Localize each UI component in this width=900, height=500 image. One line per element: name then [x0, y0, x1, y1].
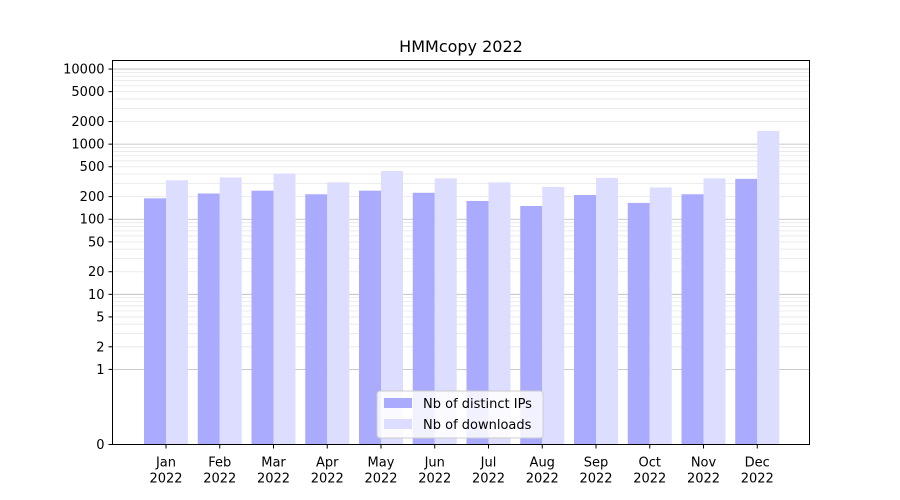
bar-downloads [542, 186, 565, 445]
y-axis: 0 1 2 5 10 20 50 100 200 500 1000 2000 5000 10000 [63, 63, 113, 453]
y-tick-label: 50 [88, 235, 105, 250]
x-tick-label: Feb 2022 [203, 456, 236, 487]
bar-downloads [703, 178, 726, 445]
bar-distinct-ips [305, 194, 328, 445]
bar-distinct-ips [144, 198, 166, 445]
bar-distinct-ips [251, 190, 274, 445]
bar-downloads [381, 170, 403, 445]
legend-box [376, 390, 544, 439]
bar-distinct-ips [359, 190, 381, 445]
bar-downloads [596, 177, 618, 445]
y-tick-label: 1 [96, 363, 104, 378]
x-tick-label: Jun 2022 [418, 456, 451, 487]
x-tick-label: Jul 2022 [472, 456, 505, 487]
x-tick-label: May 2022 [364, 456, 397, 487]
legend-label-distinct-ips: Nb of distinct IPs [423, 397, 532, 412]
y-tick-label: 20 [88, 265, 105, 280]
bar-distinct-ips [735, 178, 758, 445]
legend: Nb of distinct IPs Nb of downloads [376, 390, 544, 439]
bar-downloads [327, 182, 350, 445]
bar-downloads [166, 180, 188, 445]
y-tick-label: 1000 [71, 138, 104, 153]
x-tick-label: Dec 2022 [741, 456, 774, 487]
bar-downloads [488, 182, 511, 445]
y-tick-label: 100 [80, 213, 105, 228]
y-tick-label: 500 [80, 160, 105, 175]
x-tick-label: Mar 2022 [257, 456, 290, 487]
y-tick-label: 200 [80, 190, 105, 205]
x-tick-label: Aug 2022 [526, 456, 559, 487]
x-axis: Jan 2022 Feb 2022 Mar 2022 Apr 2022 May 2022 Jun 20… [149, 444, 774, 487]
bar-downloads [219, 177, 242, 445]
bar-distinct-ips [466, 200, 489, 445]
y-tick-label: 2000 [71, 115, 104, 130]
y-tick-label: 5000 [71, 85, 104, 100]
y-tick-label: 10000 [63, 63, 104, 78]
legend-label-downloads: Nb of downloads [423, 418, 532, 433]
bar-downloads [273, 173, 296, 445]
x-tick-label: Apr 2022 [311, 456, 344, 487]
bar-distinct-ips [627, 202, 650, 445]
bar-downloads [434, 178, 457, 445]
y-tick-label: 0 [96, 438, 104, 453]
bar-downloads [649, 187, 672, 445]
y-tick-label: 10 [88, 288, 105, 303]
x-tick-label: Jan 2022 [149, 456, 182, 487]
bar-distinct-ips [681, 194, 704, 445]
plot-frame [112, 60, 810, 445]
bar-distinct-ips [412, 192, 435, 445]
y-tick-label: 5 [96, 310, 104, 325]
bars [144, 130, 780, 445]
x-tick-label: Oct 2022 [633, 456, 666, 487]
bar-downloads [757, 130, 780, 445]
bar-distinct-ips [197, 193, 220, 445]
chart-title: HMMcopy 2022 [399, 37, 523, 56]
legend-swatch-downloads [384, 419, 412, 429]
legend-swatch-distinct-ips [384, 398, 412, 408]
x-tick-label: Nov 2022 [687, 456, 720, 487]
bar-distinct-ips [574, 195, 596, 445]
bar-distinct-ips [520, 206, 543, 445]
y-tick-label: 2 [96, 340, 104, 355]
x-tick-label: Sep 2022 [579, 456, 612, 487]
